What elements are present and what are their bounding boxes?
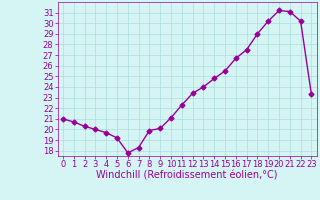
X-axis label: Windchill (Refroidissement éolien,°C): Windchill (Refroidissement éolien,°C) — [96, 171, 278, 181]
